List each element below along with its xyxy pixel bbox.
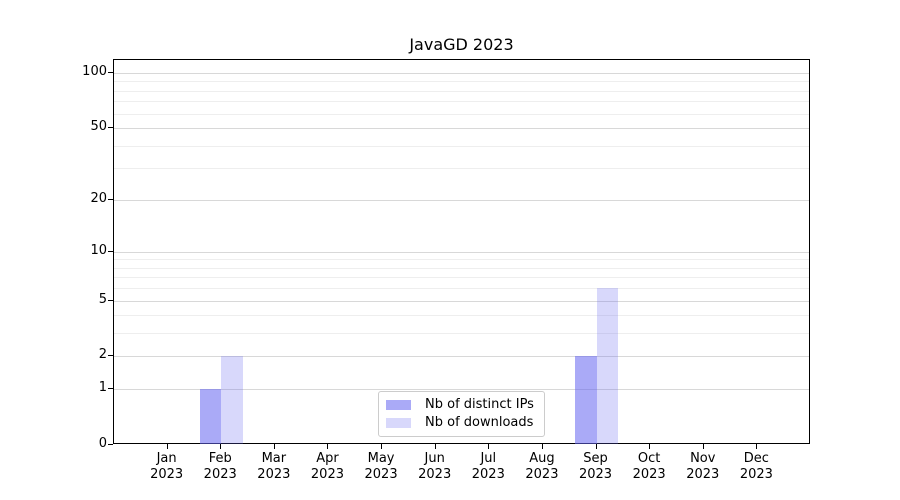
y-tick-label-100: 100 [82,64,107,79]
x-tick-mark-jun [434,444,436,449]
gridline-minor-70 [114,101,809,103]
bar-distinct-ips-feb [199,389,222,444]
y-tick-mark-100 [108,72,113,73]
gridline-minor-60 [114,113,809,115]
gridline-major-5 [114,300,809,302]
bar-downloads-feb [221,356,243,444]
bar-downloads-sep [596,288,618,444]
chart-title: JavaGD 2023 [409,35,514,54]
plot-area [113,59,810,444]
x-tick-label-oct: Oct 2023 [632,451,666,482]
legend-item-distinct-ips: Nb of distinct IPs [386,397,537,413]
x-tick-label-jul: Jul 2023 [471,451,505,482]
x-tick-mark-jan [166,444,168,449]
bar-distinct-ips-sep [575,356,597,444]
x-tick-label-aug: Aug 2023 [525,451,559,482]
x-tick-mark-oct [649,444,651,449]
gridline-minor-30 [114,168,809,170]
gridline-minor-8 [114,267,809,269]
x-tick-label-may: May 2023 [364,451,398,482]
y-tick-mark-2 [108,355,113,357]
y-tick-mark-1 [108,388,113,390]
gridline-major-100 [114,73,809,74]
y-tick-mark-50 [108,127,113,129]
y-tick-label-0: 0 [98,436,107,451]
y-tick-mark-20 [108,198,113,200]
y-tick-label-50: 50 [90,119,107,135]
x-tick-mark-aug [541,444,543,449]
y-tick-label-5: 5 [98,291,107,307]
gridline-minor-7 [114,277,809,279]
x-tick-mark-may [381,444,383,449]
legend-swatch-distinct-ips [386,399,411,410]
gridline-minor-3 [114,333,809,335]
x-tick-mark-jul [488,444,490,449]
y-tick-label-20: 20 [90,190,107,206]
y-tick-label-1: 1 [98,380,107,396]
legend-label-distinct-ips: Nb of distinct IPs [425,396,534,412]
y-tick-mark-0 [108,444,113,445]
x-tick-label-nov: Nov 2023 [686,451,720,482]
y-tick-mark-10 [108,250,113,252]
x-tick-label-jun: Jun 2023 [418,451,452,482]
x-tick-mark-feb [220,444,222,449]
gridline-major-10 [114,251,809,253]
legend: Nb of distinct IPs Nb of downloads [378,391,545,437]
x-tick-label-dec: Dec 2023 [739,451,773,482]
legend-label-downloads: Nb of downloads [425,415,534,431]
gridline-minor-40 [114,145,809,147]
gridline-major-50 [114,128,809,130]
gridline-minor-80 [114,90,809,92]
legend-swatch-downloads [386,418,411,429]
x-tick-label-apr: Apr 2023 [310,451,344,482]
x-tick-mark-apr [327,444,329,449]
gridline-minor-9 [114,259,809,261]
x-tick-mark-dec [756,444,758,449]
gridline-major-2 [114,356,809,358]
bars-layer [114,60,809,444]
x-tick-mark-mar [273,444,275,449]
y-tick-label-10: 10 [90,242,107,258]
gridline-minor-6 [114,288,809,290]
gridlines-layer [114,60,809,443]
gridline-major-20 [114,199,809,201]
y-tick-mark-5 [108,299,113,301]
gridline-minor-4 [114,315,809,317]
x-tick-label-mar: Mar 2023 [257,451,291,482]
x-tick-label-feb: Feb 2023 [203,451,237,482]
gridline-major-1 [114,389,809,391]
legend-item-downloads: Nb of downloads [386,415,537,431]
gridline-minor-90 [114,81,809,83]
x-tick-mark-sep [595,444,597,449]
y-tick-label-2: 2 [98,347,107,363]
x-tick-label-sep: Sep 2023 [578,451,613,482]
x-tick-mark-nov [702,444,704,449]
x-tick-label-jan: Jan 2023 [150,451,184,482]
